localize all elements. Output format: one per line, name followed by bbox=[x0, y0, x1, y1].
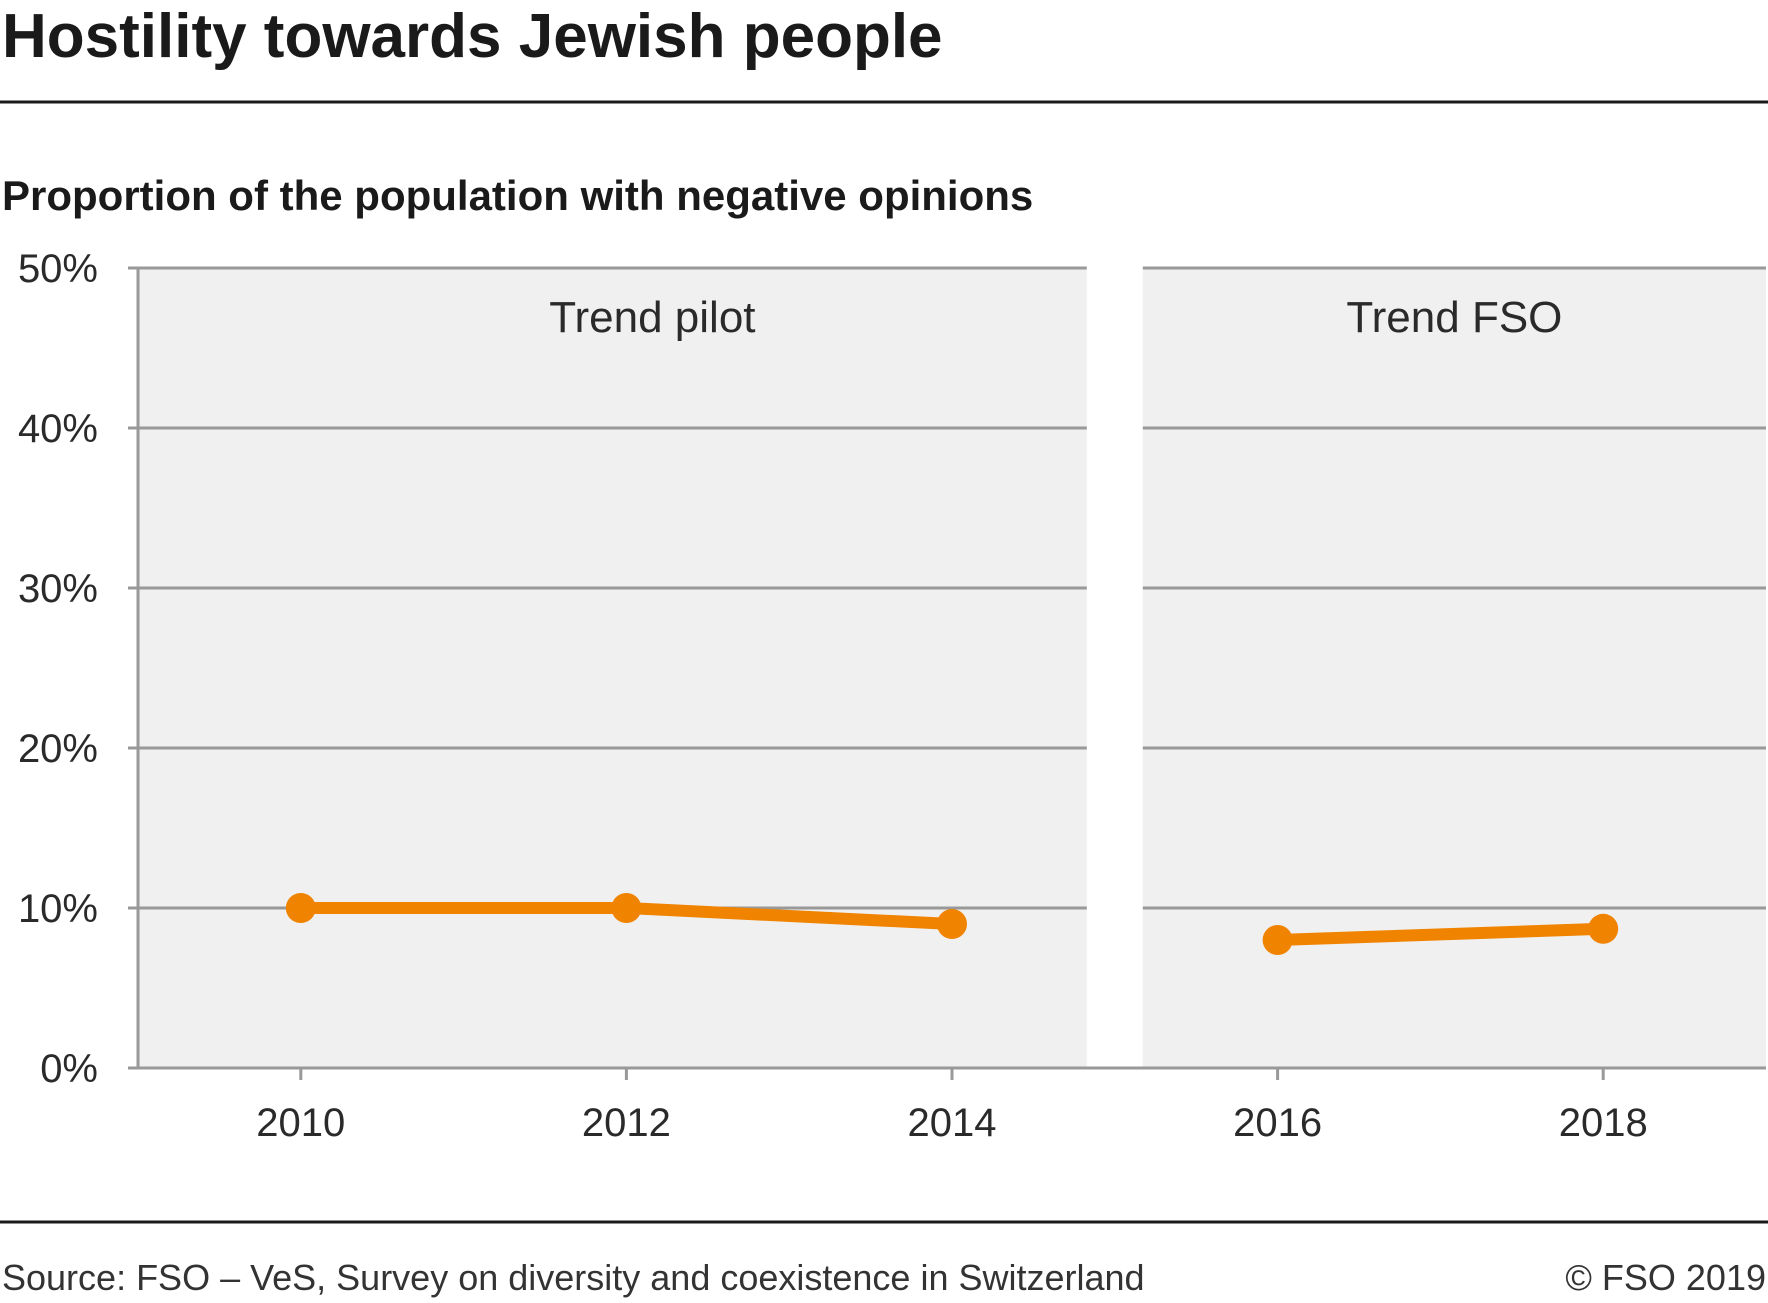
y-tick-label: 20% bbox=[18, 727, 98, 771]
x-tick-label: 2010 bbox=[256, 1101, 345, 1145]
x-tick-label: 2014 bbox=[908, 1101, 997, 1145]
chart-title: Hostility towards Jewish people bbox=[2, 2, 943, 71]
y-tick-label: 10% bbox=[18, 887, 98, 931]
y-tick-label: 0% bbox=[40, 1047, 98, 1091]
data-point bbox=[611, 893, 642, 923]
data-point bbox=[285, 893, 316, 923]
period-label: Trend pilot bbox=[549, 293, 755, 342]
data-point bbox=[937, 909, 967, 939]
data-point bbox=[1262, 925, 1293, 955]
copyright-note: © FSO 2019 bbox=[1565, 1257, 1766, 1298]
x-tick-label: 2018 bbox=[1559, 1101, 1648, 1145]
period-panel bbox=[1142, 268, 1766, 1068]
period-panel bbox=[138, 268, 1087, 1068]
source-note: Source: FSO – VeS, Survey on diversity a… bbox=[2, 1257, 1145, 1298]
x-tick-label: 2012 bbox=[582, 1101, 671, 1145]
y-tick-label: 40% bbox=[18, 407, 98, 451]
x-tick-label: 2016 bbox=[1233, 1101, 1322, 1145]
data-point bbox=[1588, 913, 1619, 944]
y-tick-label: 30% bbox=[18, 567, 98, 611]
series-line bbox=[1271, 922, 1610, 946]
y-tick-label: 50% bbox=[18, 247, 98, 291]
plot-area: 0% 10% 20% 30% 40% 50% 2010 2012 2014 2016 2018 Tre… bbox=[18, 247, 1766, 1145]
chart-subtitle: Proportion of the population with negati… bbox=[2, 172, 1033, 219]
period-label: Trend FSO bbox=[1346, 293, 1562, 342]
